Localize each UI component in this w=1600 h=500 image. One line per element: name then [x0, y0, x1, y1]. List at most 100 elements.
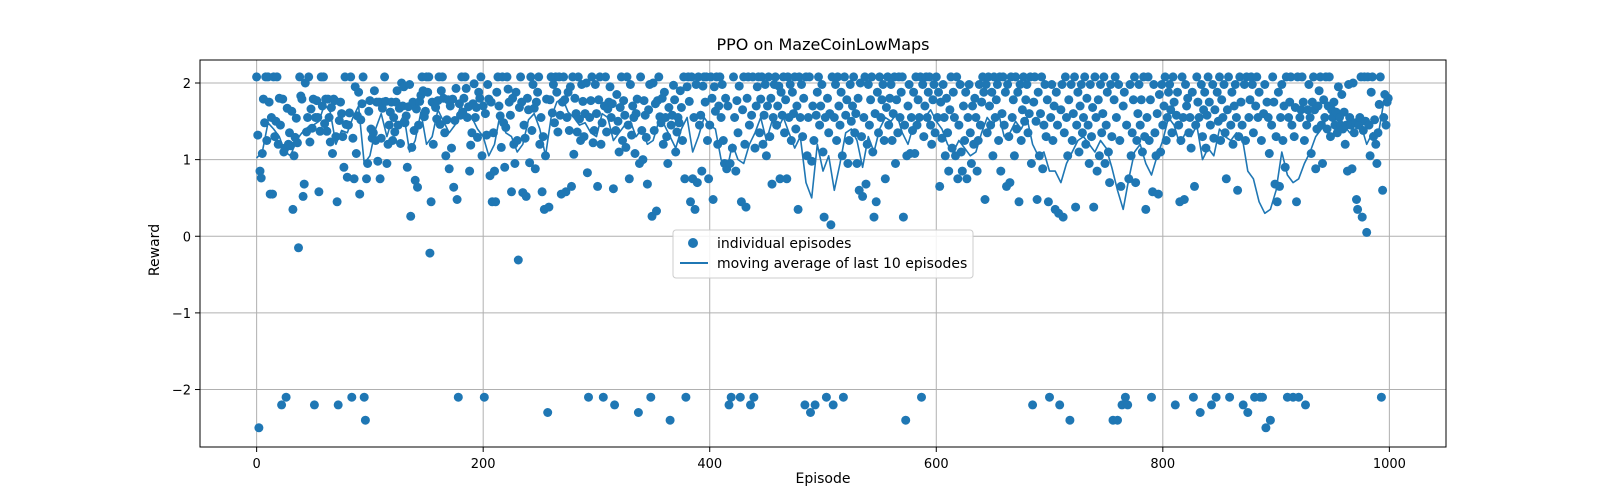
data-point	[564, 126, 574, 135]
data-point	[331, 132, 341, 142]
data-point	[840, 72, 849, 82]
data-point	[495, 111, 505, 121]
data-point	[966, 159, 976, 168]
data-point	[1280, 162, 1290, 172]
data-point	[1304, 80, 1314, 89]
data-point	[637, 126, 647, 135]
data-point	[254, 423, 264, 433]
data-point	[1320, 113, 1330, 122]
data-point	[476, 72, 486, 82]
data-point	[543, 408, 553, 417]
data-point	[1036, 109, 1045, 119]
data-point	[752, 82, 762, 92]
data-point	[470, 113, 480, 122]
data-point	[619, 96, 629, 106]
data-point	[1215, 72, 1224, 82]
data-point	[533, 87, 543, 97]
x-tick-label: 200	[471, 457, 496, 472]
y-tick-label: 0	[183, 230, 191, 245]
data-point	[1275, 181, 1284, 191]
data-point	[806, 408, 815, 417]
data-point	[588, 138, 598, 148]
data-point	[687, 72, 697, 82]
data-point	[883, 72, 893, 82]
data-point	[785, 80, 795, 89]
data-point	[862, 139, 872, 149]
data-point	[800, 400, 810, 410]
data-point	[843, 159, 853, 168]
data-point	[675, 86, 685, 96]
data-point	[1073, 87, 1083, 97]
data-point	[920, 101, 930, 111]
data-point	[1030, 72, 1040, 82]
data-point	[1347, 164, 1357, 174]
data-point	[1176, 136, 1186, 145]
data-point	[670, 95, 680, 105]
data-point	[1224, 72, 1233, 82]
data-point	[1153, 189, 1163, 199]
data-point	[1264, 149, 1274, 158]
data-point	[689, 113, 699, 122]
data-point	[1000, 87, 1010, 97]
data-point	[1381, 120, 1391, 130]
data-point	[1379, 113, 1389, 122]
data-point	[1252, 72, 1262, 82]
data-point	[797, 80, 806, 89]
data-point	[445, 101, 455, 111]
data-point	[486, 97, 496, 107]
data-point	[322, 126, 332, 136]
data-point	[922, 113, 932, 122]
data-point	[1340, 139, 1350, 149]
data-point	[895, 113, 905, 122]
data-point	[1174, 120, 1184, 130]
data-point	[292, 138, 302, 148]
legend: individual episodes moving average of la…	[672, 229, 974, 279]
data-point	[351, 149, 361, 158]
data-point	[1077, 128, 1087, 138]
data-point	[552, 87, 562, 97]
data-point	[345, 108, 354, 118]
data-point	[704, 174, 714, 184]
data-point	[700, 97, 710, 107]
data-point	[981, 80, 991, 89]
data-point	[1272, 197, 1282, 207]
data-point	[731, 166, 741, 176]
data-point	[528, 80, 538, 89]
data-point	[1237, 120, 1247, 130]
data-point	[569, 149, 579, 159]
data-point	[578, 96, 588, 106]
data-point	[977, 97, 987, 107]
data-point	[863, 80, 873, 89]
data-point	[783, 72, 793, 82]
data-point	[929, 80, 939, 89]
data-point	[953, 174, 963, 184]
data-point	[1362, 227, 1372, 237]
data-point	[910, 149, 920, 158]
data-point	[837, 151, 847, 161]
data-point	[339, 162, 349, 172]
data-point	[393, 120, 403, 130]
data-point	[534, 72, 544, 82]
data-point	[662, 132, 672, 142]
data-point	[375, 174, 385, 184]
data-point	[1164, 87, 1173, 97]
data-point	[718, 136, 728, 145]
data-point	[1048, 136, 1058, 145]
data-point	[410, 175, 420, 185]
data-point	[294, 243, 303, 253]
data-point	[757, 72, 767, 82]
data-point	[253, 130, 263, 140]
data-point	[1208, 80, 1218, 89]
data-point	[1286, 72, 1296, 82]
data-point	[297, 94, 307, 104]
data-point	[1227, 87, 1237, 97]
data-point	[1142, 113, 1152, 122]
data-point	[630, 149, 640, 158]
data-point	[968, 101, 977, 111]
data-point	[1203, 72, 1213, 82]
data-point	[1277, 80, 1287, 89]
data-point	[441, 151, 451, 161]
data-point	[581, 78, 591, 88]
data-point	[1294, 392, 1304, 402]
data-point	[507, 187, 516, 197]
